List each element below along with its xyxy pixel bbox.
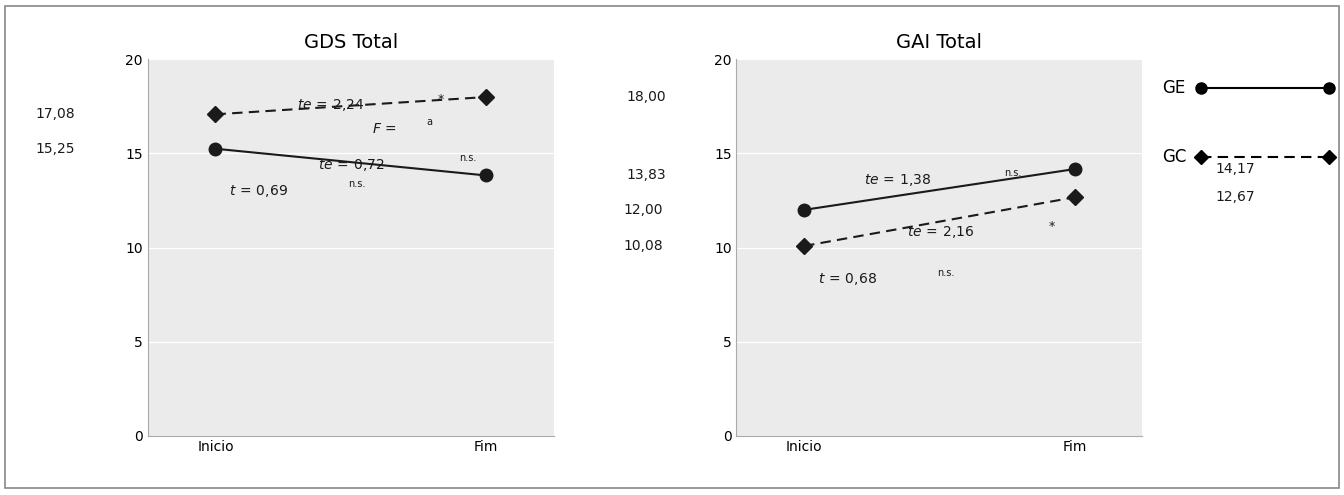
Text: $\mathit{te}$$\,=\,2{,}24$: $\mathit{te}$$\,=\,2{,}24$ [297,97,364,112]
Title: GDS Total: GDS Total [304,33,398,52]
Text: $*$: $*$ [437,92,445,104]
Text: 10,08: 10,08 [624,239,664,253]
Text: 12,67: 12,67 [1215,190,1255,204]
Text: $\mathit{te}$$\,=\,2{,}16$: $\mathit{te}$$\,=\,2{,}16$ [907,224,974,240]
Text: $\mathit{te}$$\,=\,1{,}38$: $\mathit{te}$$\,=\,1{,}38$ [864,172,931,188]
Text: 13,83: 13,83 [626,168,667,183]
Text: 18,00: 18,00 [626,90,667,104]
Text: 14,17: 14,17 [1215,162,1255,176]
Text: GE: GE [1163,79,1185,97]
Text: $\mathit{F}$$\,=$: $\mathit{F}$$\,=$ [372,122,398,136]
Text: n.s.: n.s. [460,153,476,163]
Text: 12,00: 12,00 [624,203,664,217]
Text: 15,25: 15,25 [35,142,75,156]
Text: $\mathit{t}$$\,=\,0{,}68$: $\mathit{t}$$\,=\,0{,}68$ [817,271,876,288]
Text: a: a [426,117,433,127]
Text: $\mathit{te}$$\,=\,0{,}72$: $\mathit{te}$$\,=\,0{,}72$ [319,157,386,173]
Text: $\mathit{t}$$\,=\,0{,}69$: $\mathit{t}$$\,=\,0{,}69$ [228,183,288,199]
Title: GAI Total: GAI Total [896,33,982,52]
Text: n.s.: n.s. [1004,168,1021,178]
Text: n.s.: n.s. [937,268,954,278]
Text: 17,08: 17,08 [35,107,75,121]
Text: $*$: $*$ [1048,218,1055,232]
Text: n.s.: n.s. [348,180,366,190]
Text: GC: GC [1163,148,1187,166]
